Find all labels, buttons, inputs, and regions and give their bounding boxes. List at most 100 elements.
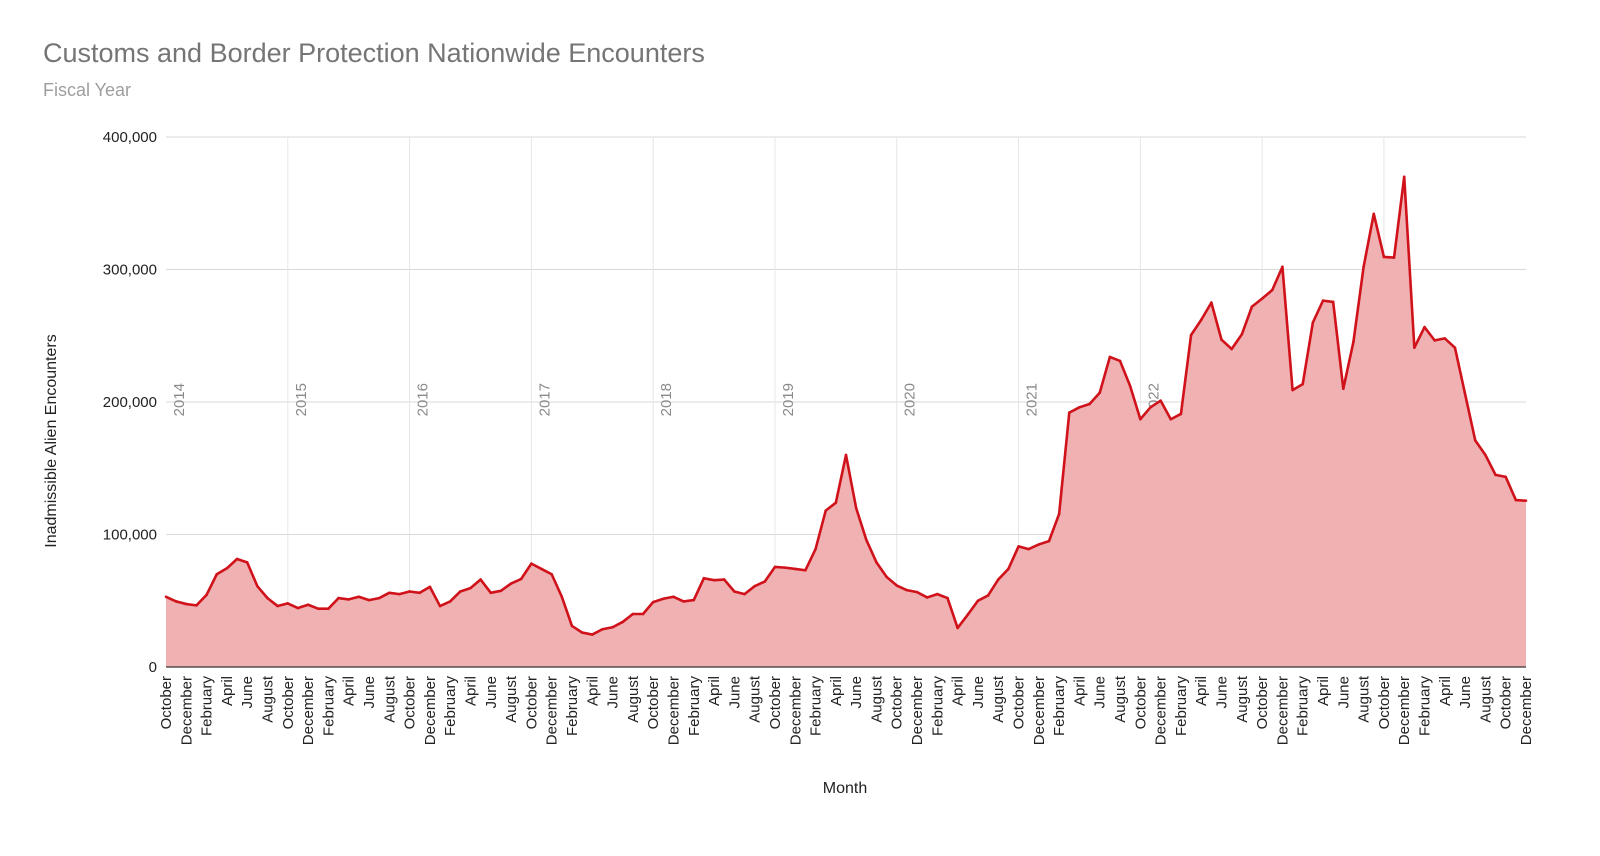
fiscal-year-label: 2019: [780, 383, 797, 416]
series-line-segment: [1372, 212, 1386, 259]
x-tick-label: June: [1335, 676, 1352, 709]
x-tick-label: October: [1376, 676, 1393, 729]
series-line-segment: [1017, 545, 1030, 551]
x-tick-label: August: [868, 675, 885, 723]
series-line-segment: [925, 592, 939, 599]
y-tick-label: 400,000: [103, 129, 157, 146]
series-line-segment: [1260, 288, 1274, 300]
series-line-segment: [712, 578, 726, 582]
x-tick-label: October: [1254, 676, 1271, 729]
series-line-segment: [651, 597, 665, 604]
series-line-segment: [611, 620, 625, 629]
x-tick-label: February: [929, 676, 946, 737]
series-line-segment: [946, 596, 959, 630]
x-tick-label: April: [1315, 676, 1332, 706]
series-line-segment: [682, 598, 696, 603]
y-tick-label: 200,000: [103, 394, 157, 411]
series-line-segment: [895, 584, 909, 592]
x-tick-label: June: [361, 676, 378, 709]
series-line-segment: [398, 590, 411, 596]
x-tick-label: August: [1112, 675, 1129, 723]
series-line-segment: [936, 592, 949, 600]
series-line-segment: [509, 577, 523, 585]
series-line-segment: [1331, 300, 1345, 391]
x-tick-label: April: [584, 676, 601, 706]
series-line-segment: [1342, 340, 1355, 391]
series-line-segment: [519, 562, 533, 581]
series-line-segment: [1230, 333, 1244, 351]
series-line-segment: [428, 585, 442, 608]
chart-subtitle: Fiscal Year: [43, 80, 132, 100]
x-tick-label: February: [1051, 676, 1068, 737]
series-line-segment: [773, 565, 787, 569]
x-tick-label: June: [239, 676, 256, 709]
x-tick-label: October: [767, 676, 784, 729]
series-line-segment: [256, 584, 269, 600]
series-line-segment: [1504, 475, 1518, 502]
series-line-segment: [996, 567, 1010, 581]
series-line-segment: [377, 591, 391, 600]
x-axis-title: Month: [823, 780, 867, 797]
x-tick-label: April: [950, 676, 967, 706]
series-line-segment: [1169, 412, 1183, 421]
series-line-segment: [1179, 333, 1193, 416]
x-tick-label: December: [178, 676, 195, 745]
x-tick-label: June: [1457, 676, 1474, 709]
series-line-segment: [1118, 359, 1132, 388]
series-line-segment: [915, 590, 929, 599]
series-line-segment: [1220, 338, 1233, 351]
x-tick-label: June: [1092, 676, 1109, 709]
x-tick-label: February: [442, 676, 459, 737]
series-line-segment: [1463, 392, 1477, 442]
series-line-segment: [1453, 346, 1467, 396]
series-line-segment: [722, 578, 736, 593]
x-tick-label: August: [1356, 675, 1373, 723]
series-line-segment: [753, 580, 767, 588]
fiscal-year-label: 2017: [536, 383, 553, 416]
x-tick-label: December: [1031, 676, 1048, 745]
y-tick-label: 300,000: [103, 262, 157, 279]
x-tick-label: April: [1193, 676, 1210, 706]
x-tick-label: February: [686, 676, 703, 737]
x-tick-label: October: [523, 676, 540, 729]
series-line-segment: [1057, 411, 1071, 516]
series-line-segment: [641, 600, 655, 616]
series-line-segment: [1423, 325, 1436, 342]
x-tick-label: August: [503, 675, 520, 723]
x-tick-label: December: [300, 676, 317, 745]
series-line-segment: [590, 627, 604, 636]
series-line-segment: [1067, 405, 1081, 414]
series-line-segment: [743, 584, 756, 596]
series-line-segment: [286, 602, 300, 610]
series-line-segment: [905, 588, 919, 594]
series-line-segment: [235, 557, 249, 564]
x-tick-label: August: [1234, 675, 1251, 723]
series-line-segment: [387, 591, 401, 596]
series-line-segment: [1189, 318, 1203, 337]
x-tick-label: June: [483, 676, 500, 709]
series-line-segment: [1433, 337, 1447, 342]
x-tick-label: April: [1071, 676, 1088, 706]
series-line-segment: [499, 582, 513, 593]
series-line-segment: [824, 501, 838, 512]
series-line-segment: [1210, 301, 1223, 342]
series-line-segment: [1484, 453, 1497, 477]
series-line-segment: [337, 596, 350, 601]
series-line-segment: [540, 567, 553, 576]
series-line-segment: [875, 561, 888, 579]
x-tick-label: December: [787, 676, 804, 745]
series-line-segment: [347, 595, 361, 601]
series-line-segment: [560, 595, 574, 628]
series-line-segment: [1494, 473, 1507, 479]
series-line-segment: [702, 576, 716, 582]
series-line-segment: [692, 576, 706, 602]
chart-title: Customs and Border Protection Nationwide…: [43, 38, 705, 68]
x-tick-label: August: [990, 675, 1007, 723]
series-line-segment: [1413, 325, 1426, 349]
series-line-segment: [1128, 384, 1142, 421]
series-line-segment: [1007, 545, 1020, 571]
series-line-segment: [296, 603, 310, 610]
x-tick-label: December: [1274, 676, 1291, 745]
x-tick-label: August: [747, 675, 764, 723]
